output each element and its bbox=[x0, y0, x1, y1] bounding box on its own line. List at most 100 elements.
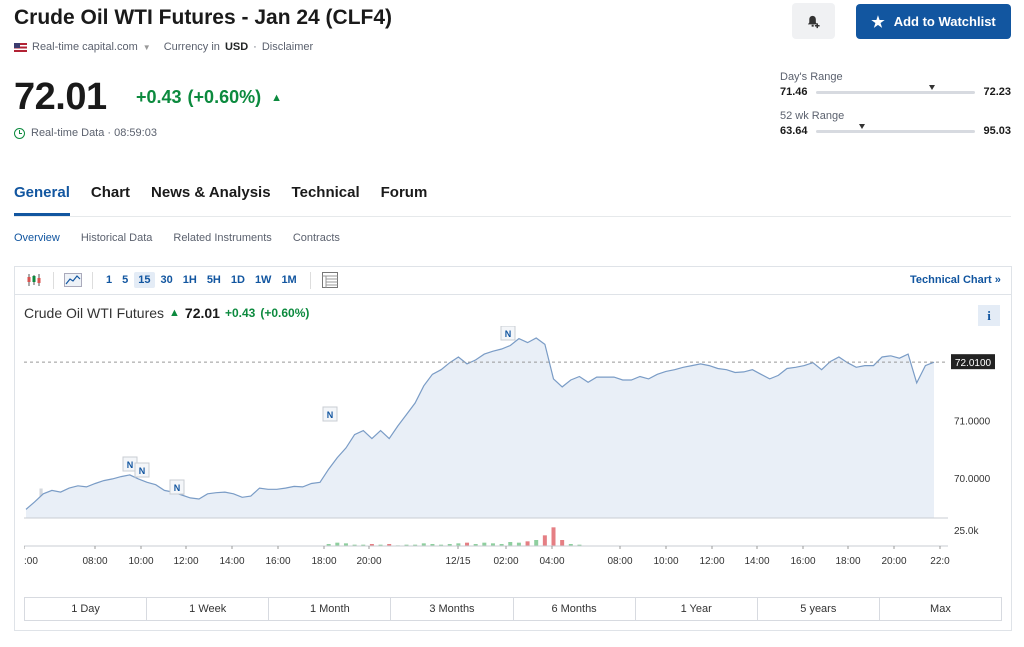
source-label[interactable]: Real-time capital.com bbox=[32, 41, 138, 53]
quote-meta: Real-time capital.com ▼ Currency in USD … bbox=[14, 41, 313, 53]
tab-chart[interactable]: Chart bbox=[90, 184, 131, 201]
volume-bar bbox=[516, 542, 521, 546]
table-icon[interactable] bbox=[320, 271, 340, 289]
info-button[interactable]: i bbox=[978, 305, 1000, 326]
interval-1d[interactable]: 1D bbox=[230, 274, 245, 286]
interval-15[interactable]: 15 bbox=[134, 272, 155, 288]
news-marker bbox=[169, 479, 185, 495]
period-6-months[interactable]: 6 Months bbox=[514, 598, 636, 620]
x-tick-label: 10:00 bbox=[128, 556, 153, 567]
period-3-months[interactable]: 3 Months bbox=[391, 598, 514, 620]
news-marker-label: N bbox=[127, 460, 134, 470]
price-chart[interactable]: Investing.com72.010071.000070.000025.0k:… bbox=[24, 326, 1004, 572]
week52-range-bar bbox=[815, 123, 976, 133]
subtab-historical-data[interactable]: Historical Data bbox=[80, 232, 153, 244]
volume-tick-label: 25.0k bbox=[954, 526, 979, 537]
x-tick-label: 02:00 bbox=[493, 556, 518, 567]
chart-header: Crude Oil WTI Futures ▲ 72.01 +0.43 (+0.… bbox=[24, 305, 309, 321]
x-tick-label: 20:00 bbox=[356, 556, 381, 567]
volume-bar bbox=[421, 543, 426, 546]
price-area bbox=[26, 338, 934, 518]
volume-bar bbox=[490, 543, 495, 546]
x-tick-label: 08:00 bbox=[82, 556, 107, 567]
period-1-month[interactable]: 1 Month bbox=[269, 598, 392, 620]
chevron-down-icon[interactable]: ▼ bbox=[142, 42, 151, 52]
days-range: Day's Range 71.46 72.23 bbox=[780, 71, 1011, 98]
volume-bar bbox=[534, 540, 539, 546]
interval-1m[interactable]: 1M bbox=[281, 274, 297, 286]
volume-bar bbox=[482, 542, 487, 546]
volume-bar bbox=[326, 544, 331, 546]
sub-tabs: Overview Historical Data Related Instrum… bbox=[14, 232, 340, 244]
subtab-related-instruments[interactable]: Related Instruments bbox=[173, 232, 272, 244]
bell-plus-icon bbox=[807, 15, 820, 28]
x-tick-label: 16:00 bbox=[790, 556, 815, 567]
arrow-up-icon: ▲ bbox=[271, 91, 282, 104]
week52-range: 52 wk Range 63.64 95.03 bbox=[780, 110, 1011, 137]
volume-bar bbox=[413, 544, 418, 546]
period-max[interactable]: Max bbox=[930, 603, 951, 615]
toolbar-divider bbox=[309, 271, 311, 289]
last-price-label: 72.0100 bbox=[955, 358, 992, 369]
subtab-contracts[interactable]: Contracts bbox=[292, 232, 340, 244]
last-price-tag bbox=[951, 354, 995, 370]
disclaimer-link[interactable]: Disclaimer bbox=[261, 41, 314, 53]
interval-1w[interactable]: 1W bbox=[254, 274, 272, 286]
tab-technical[interactable]: Technical bbox=[291, 184, 360, 201]
main-tabs: General Chart News & Analysis Technical … bbox=[14, 184, 448, 216]
us-flag-icon bbox=[14, 42, 27, 52]
period-1-week[interactable]: 1 Week bbox=[147, 598, 270, 620]
price-change: +0.43 (+0.60%) ▲ bbox=[136, 87, 282, 108]
news-marker bbox=[500, 326, 516, 341]
volume-bar bbox=[430, 544, 435, 546]
subtab-overview[interactable]: Overview bbox=[14, 232, 60, 244]
volume-bar bbox=[456, 543, 461, 546]
period-1-year[interactable]: 1 Year bbox=[636, 598, 758, 620]
clock-icon bbox=[14, 127, 25, 139]
area-chart-icon[interactable] bbox=[63, 271, 83, 289]
volume-bar bbox=[560, 540, 565, 546]
add-to-watchlist-button[interactable]: ★ Add to Watchlist bbox=[856, 4, 1011, 39]
volume-bar bbox=[542, 535, 547, 546]
interval-5[interactable]: 5 bbox=[122, 274, 129, 286]
volume-bar bbox=[404, 544, 409, 546]
technical-chart-link[interactable]: Technical Chart » bbox=[910, 274, 1001, 286]
toolbar-divider bbox=[53, 271, 54, 289]
days-range-marker bbox=[929, 84, 936, 90]
chart-toolbar: 1 5 15 30 1H 5H 1D 1W 1M bbox=[14, 266, 1012, 295]
news-marker-label: N bbox=[139, 466, 146, 476]
volume-bar bbox=[439, 544, 444, 546]
x-tick-label: 12:00 bbox=[699, 556, 724, 567]
period-5-years[interactable]: 5 years bbox=[758, 598, 880, 620]
realtime-status: Real-time Data · 08:59:03 bbox=[14, 127, 157, 139]
x-tick-label: 18:00 bbox=[311, 556, 336, 567]
create-alert-button[interactable] bbox=[792, 3, 835, 39]
volume-bar bbox=[335, 542, 340, 546]
tab-forum[interactable]: Forum bbox=[380, 184, 428, 201]
days-range-low: 71.46 bbox=[780, 86, 808, 98]
period-selector: 1 Day 1 Week 1 Month 3 Months 6 Months 1… bbox=[24, 597, 1002, 621]
separator: · bbox=[253, 41, 257, 53]
week52-range-marker bbox=[858, 123, 865, 129]
y-tick-label: 70.0000 bbox=[954, 474, 991, 485]
candlestick-icon[interactable] bbox=[24, 271, 44, 289]
volume-bar bbox=[473, 544, 478, 546]
interval-30[interactable]: 30 bbox=[160, 274, 173, 286]
week52-range-high: 95.03 bbox=[983, 125, 1011, 137]
x-tick-label: 08:00 bbox=[607, 556, 632, 567]
chart-instrument-name: Crude Oil WTI Futures bbox=[24, 305, 165, 321]
tab-news-analysis[interactable]: News & Analysis bbox=[151, 184, 271, 201]
x-tick-label: 10:00 bbox=[653, 556, 678, 567]
toolbar-divider bbox=[92, 271, 93, 289]
news-marker-label: N bbox=[505, 329, 512, 339]
interval-1[interactable]: 1 bbox=[106, 274, 113, 286]
tab-general[interactable]: General bbox=[14, 184, 70, 216]
last-price: 72.01 bbox=[14, 76, 107, 118]
interval-1h[interactable]: 1H bbox=[182, 274, 197, 286]
period-1-day[interactable]: 1 Day bbox=[25, 598, 148, 620]
x-tick-label: 16:00 bbox=[265, 556, 290, 567]
change-value: +0.43 bbox=[136, 87, 182, 107]
interval-5h[interactable]: 5H bbox=[206, 274, 221, 286]
x-tick-label: 12:00 bbox=[173, 556, 198, 567]
volume-bar bbox=[352, 544, 357, 546]
